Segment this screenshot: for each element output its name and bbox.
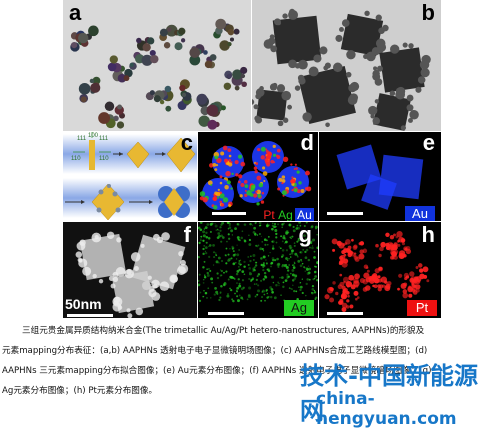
panel-d-image [199, 141, 312, 210]
panel-c-image: 111 100 111 110 110 [63, 132, 197, 221]
panel-a-tem-bright-field: a [63, 0, 251, 131]
tag-ag: Ag [284, 300, 314, 316]
panel-g-ag-map: g Ag [198, 222, 318, 318]
panel-f-label: f [183, 222, 191, 247]
nanorod [89, 140, 95, 170]
panel-e-label: e [422, 132, 435, 155]
watermark-url: china-nengyuan.com [316, 389, 457, 429]
panel-d-label: d [300, 132, 314, 155]
caption-line-1: 三组元贵金属异质结构纳米合金(The trimetallic Au/Ag/Pt … [22, 326, 425, 336]
panel-e-image [336, 144, 424, 210]
caption-line-3: AAPHNs 三元素mapping分布拟合图像；(e) Au元素分布图像；(f)… [2, 366, 432, 376]
octahedron-small [126, 141, 150, 169]
miller-100: 100 [88, 133, 99, 139]
miller-111-right: 111 [99, 136, 109, 142]
panel-e-scale-bar [327, 212, 363, 215]
panel-f-scale-text: 50nm [65, 296, 102, 312]
panel-b-label: b [421, 0, 435, 25]
panel-b-image [252, 8, 431, 131]
panel-g-image [198, 222, 318, 303]
miller-110-right: 110 [99, 156, 109, 162]
panel-h-scale-bar [327, 312, 363, 315]
panel-a-label: a [69, 0, 82, 25]
legend-pt: Pt [262, 208, 276, 221]
panel-h-image [324, 230, 430, 312]
panel-h-pt-map: h Pt [319, 222, 441, 318]
panel-f-scale-bar [67, 314, 113, 317]
legend-ag: Ag [278, 208, 293, 221]
hetero-nanostructure [158, 186, 190, 218]
panel-e-au-map: e Au [319, 132, 441, 221]
panel-d-scale-bar [212, 212, 246, 215]
octahedron-large [166, 137, 196, 173]
panel-a-image [70, 18, 248, 130]
caption-line-2: 元素mapping分布表征：(a,b) AAPHNs 透射电子电子显微镜明场图像… [2, 346, 428, 356]
miller-110-left: 110 [71, 156, 81, 162]
tag-au: Au [405, 206, 435, 221]
panel-g-scale-bar [208, 312, 244, 315]
panel-d-three-element-mapping: d Pt Ag Au [198, 132, 318, 221]
panel-b-tem-bright-field-zoom: b [252, 0, 441, 131]
panel-g-label: g [298, 222, 312, 247]
tag-pt: Pt [407, 300, 437, 316]
legend-au: Au [295, 208, 314, 221]
panel-h-label: h [421, 222, 435, 247]
caption-line-4: Ag元素分布图像；(h) Pt元素分布图像。 [2, 386, 158, 396]
panel-f-image [75, 231, 189, 318]
figure-caption: 三组元贵金属异质结构纳米合金(The trimetallic Au/Ag/Pt … [0, 318, 500, 411]
panel-c-synthesis-schematic: 111 100 111 110 110 c [63, 132, 197, 221]
panel-c-label: c [180, 132, 193, 155]
miller-111-left: 111 [77, 136, 87, 142]
panel-f-dark-field: f 50nm [63, 222, 197, 318]
